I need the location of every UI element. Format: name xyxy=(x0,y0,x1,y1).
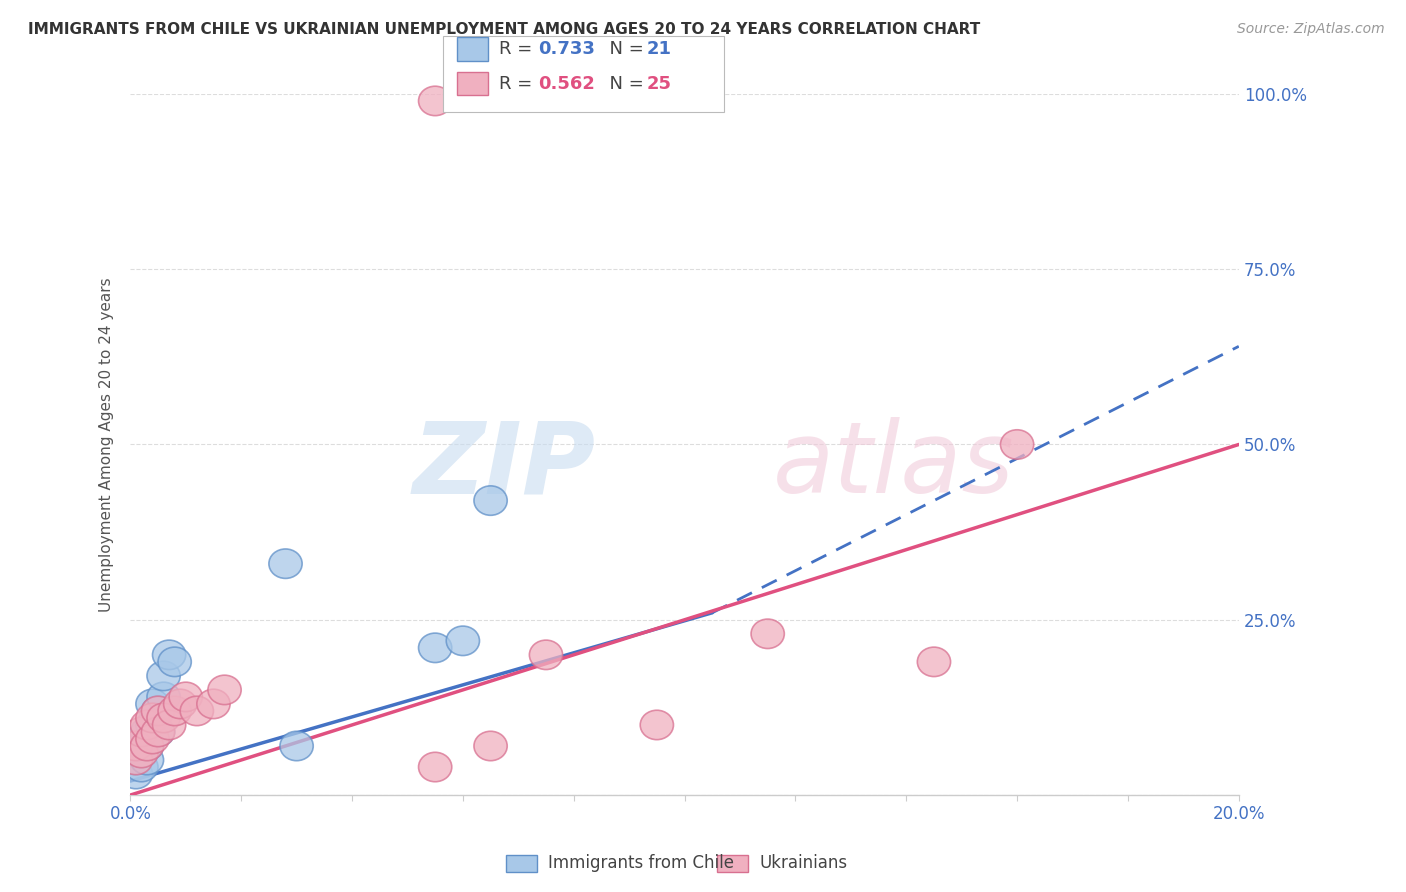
Text: R =: R = xyxy=(499,75,538,93)
Ellipse shape xyxy=(148,682,180,712)
Ellipse shape xyxy=(157,696,191,726)
Ellipse shape xyxy=(419,633,451,663)
Ellipse shape xyxy=(125,739,157,768)
Ellipse shape xyxy=(157,647,191,676)
Ellipse shape xyxy=(152,640,186,670)
Text: Source: ZipAtlas.com: Source: ZipAtlas.com xyxy=(1237,22,1385,37)
Ellipse shape xyxy=(131,710,163,739)
Ellipse shape xyxy=(1001,430,1033,459)
Ellipse shape xyxy=(120,746,152,775)
Text: Immigrants from Chile: Immigrants from Chile xyxy=(548,855,734,872)
Text: ZIP: ZIP xyxy=(413,417,596,514)
Text: N =: N = xyxy=(598,40,650,58)
Text: 25: 25 xyxy=(647,75,672,93)
Text: atlas: atlas xyxy=(773,417,1015,514)
Ellipse shape xyxy=(125,752,157,781)
Ellipse shape xyxy=(131,731,163,761)
Ellipse shape xyxy=(640,710,673,739)
Ellipse shape xyxy=(136,703,169,732)
Text: Ukrainians: Ukrainians xyxy=(759,855,848,872)
Ellipse shape xyxy=(269,549,302,578)
Ellipse shape xyxy=(136,724,169,754)
Ellipse shape xyxy=(530,640,562,670)
Ellipse shape xyxy=(142,717,174,747)
Ellipse shape xyxy=(280,731,314,761)
Ellipse shape xyxy=(131,746,163,775)
Text: 0.562: 0.562 xyxy=(538,75,595,93)
Ellipse shape xyxy=(136,690,169,719)
Ellipse shape xyxy=(136,710,169,739)
Ellipse shape xyxy=(208,675,242,705)
Ellipse shape xyxy=(142,696,174,726)
Ellipse shape xyxy=(751,619,785,648)
Ellipse shape xyxy=(163,690,197,719)
Ellipse shape xyxy=(125,724,157,754)
Text: N =: N = xyxy=(598,75,650,93)
Ellipse shape xyxy=(120,731,152,761)
Ellipse shape xyxy=(474,731,508,761)
Ellipse shape xyxy=(197,690,231,719)
Ellipse shape xyxy=(446,626,479,656)
Text: 0.733: 0.733 xyxy=(538,40,595,58)
Text: R =: R = xyxy=(499,40,538,58)
Text: 21: 21 xyxy=(647,40,672,58)
Ellipse shape xyxy=(125,739,157,768)
Ellipse shape xyxy=(917,647,950,676)
Y-axis label: Unemployment Among Ages 20 to 24 years: Unemployment Among Ages 20 to 24 years xyxy=(100,277,114,612)
Ellipse shape xyxy=(169,682,202,712)
Ellipse shape xyxy=(142,717,174,747)
Ellipse shape xyxy=(142,696,174,726)
Ellipse shape xyxy=(120,746,152,775)
Ellipse shape xyxy=(419,87,451,116)
Ellipse shape xyxy=(152,710,186,739)
Ellipse shape xyxy=(125,717,157,747)
Ellipse shape xyxy=(131,717,163,747)
Ellipse shape xyxy=(148,703,180,732)
Ellipse shape xyxy=(148,661,180,690)
Ellipse shape xyxy=(474,486,508,516)
Text: IMMIGRANTS FROM CHILE VS UKRAINIAN UNEMPLOYMENT AMONG AGES 20 TO 24 YEARS CORREL: IMMIGRANTS FROM CHILE VS UKRAINIAN UNEMP… xyxy=(28,22,980,37)
Ellipse shape xyxy=(419,752,451,781)
Ellipse shape xyxy=(131,731,163,761)
Ellipse shape xyxy=(120,759,152,789)
Ellipse shape xyxy=(180,696,214,726)
